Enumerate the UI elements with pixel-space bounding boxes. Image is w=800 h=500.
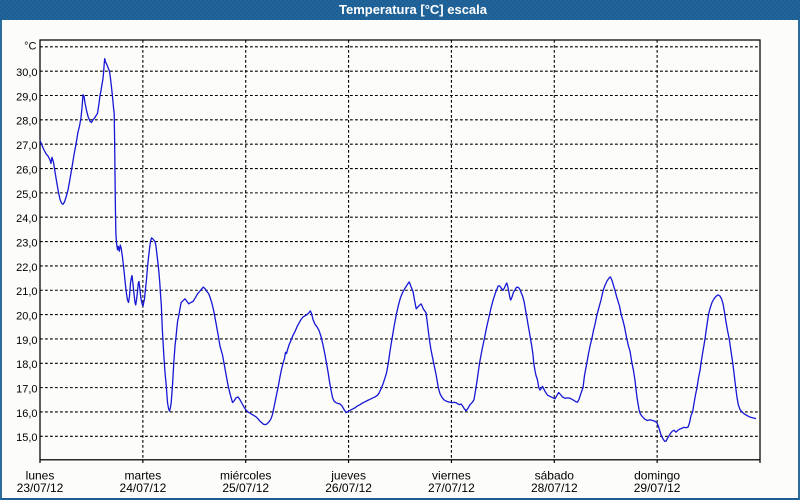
svg-text:25/07/12: 25/07/12 [222, 481, 269, 495]
svg-text:domingo: domingo [634, 469, 680, 483]
svg-text:21,0: 21,0 [16, 286, 37, 298]
svg-text:29/07/12: 29/07/12 [634, 481, 681, 495]
svg-text:miércoles: miércoles [220, 469, 271, 483]
svg-text:28/07/12: 28/07/12 [531, 481, 578, 495]
svg-text:26,0: 26,0 [16, 164, 37, 176]
svg-text:27/07/12: 27/07/12 [428, 481, 475, 495]
svg-text:25,0: 25,0 [16, 189, 37, 201]
svg-text:16,0: 16,0 [16, 408, 37, 420]
svg-text:27,0: 27,0 [16, 140, 37, 152]
svg-text:19,0: 19,0 [16, 335, 37, 347]
svg-text:28,0: 28,0 [16, 116, 37, 128]
svg-text:sábado: sábado [535, 469, 575, 483]
svg-text:°C: °C [24, 41, 36, 53]
svg-text:23,0: 23,0 [16, 238, 37, 250]
svg-text:viernes: viernes [432, 469, 471, 483]
svg-text:24/07/12: 24/07/12 [120, 481, 167, 495]
svg-text:29,0: 29,0 [16, 91, 37, 103]
svg-text:lunes: lunes [26, 469, 55, 483]
svg-text:26/07/12: 26/07/12 [325, 481, 372, 495]
svg-text:15,0: 15,0 [16, 432, 37, 444]
svg-text:18,0: 18,0 [16, 359, 37, 371]
svg-text:martes: martes [125, 469, 162, 483]
svg-text:23/07/12: 23/07/12 [17, 481, 64, 495]
svg-text:20,0: 20,0 [16, 311, 37, 323]
svg-text:jueves: jueves [330, 469, 366, 483]
svg-text:22,0: 22,0 [16, 262, 37, 274]
svg-text:17,0: 17,0 [16, 384, 37, 396]
svg-text:30,0: 30,0 [16, 67, 37, 79]
svg-text:24,0: 24,0 [16, 213, 37, 225]
